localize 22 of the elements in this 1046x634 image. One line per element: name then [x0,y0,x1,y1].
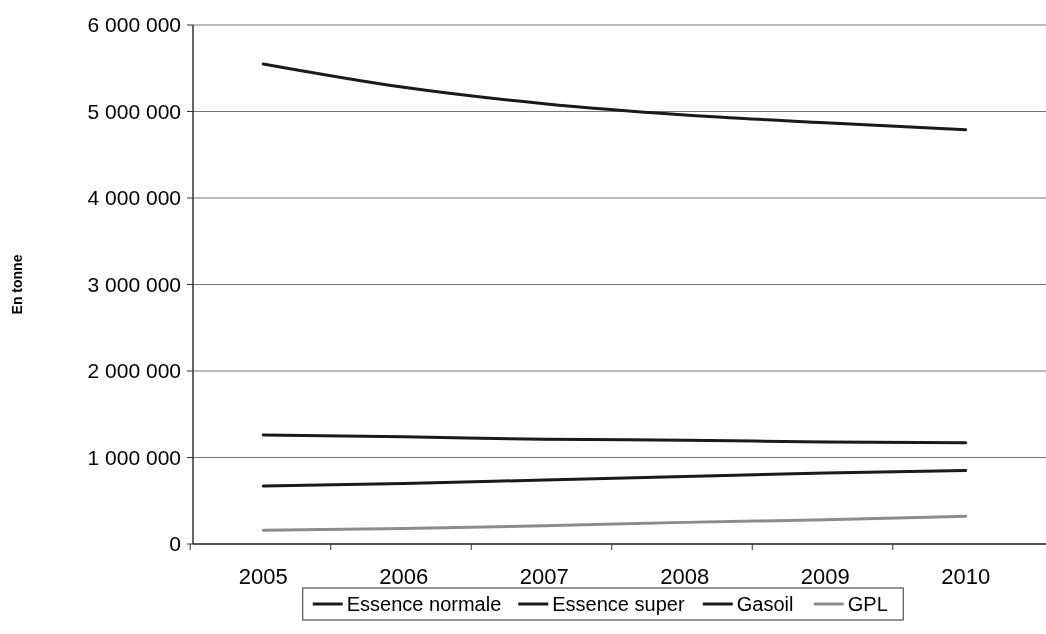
y-tick-label: 5 000 000 [87,99,181,123]
y-tick-label: 6 000 000 [87,13,181,37]
x-tick-label: 2005 [238,564,288,589]
line-series [261,468,968,488]
x-tick-label: 2007 [519,564,569,589]
legend-label: Essence normale [346,593,502,615]
y-tick-label: 4 000 000 [87,186,181,210]
x-tick-label: 2010 [941,564,991,589]
line-series [261,62,968,132]
legend-label: GPL [847,593,888,615]
y-axis-title: En tonne [9,254,25,315]
x-tick-label: 2009 [800,564,850,589]
y-tick-label: 2 000 000 [87,359,181,383]
legend-label: Gasoil [736,593,794,615]
x-tick-label: 2006 [379,564,429,589]
legend-label: Essence super [552,593,685,615]
y-tick-label: 0 [169,532,181,556]
line-series [261,514,968,532]
y-tick-label: 1 000 000 [87,445,181,469]
y-tick-label: 3 000 000 [87,272,181,296]
x-tick-label: 2008 [660,564,710,589]
line-series [261,433,968,445]
